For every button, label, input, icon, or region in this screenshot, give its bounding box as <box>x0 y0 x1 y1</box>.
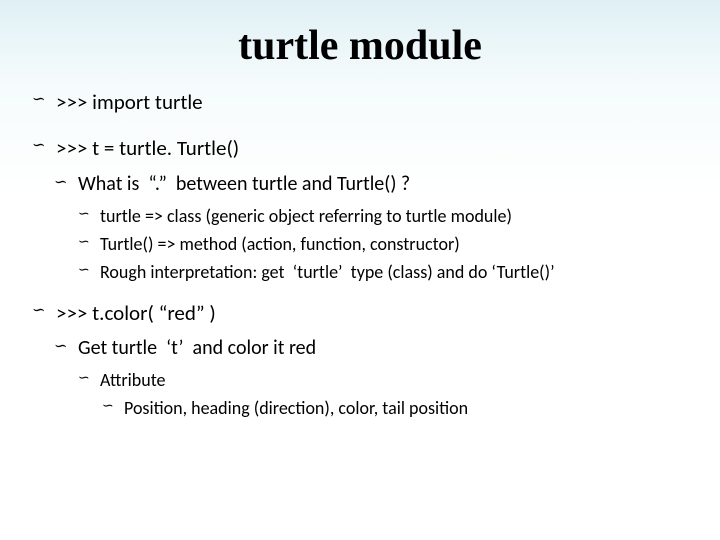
slide-title: turtle module <box>0 0 720 88</box>
bullet-assign: >>> t = turtle. Turtle() <box>32 134 700 162</box>
bullet-method: Turtle() => method (action, function, co… <box>78 232 700 256</box>
bullet-position: Position, heading (direction), color, ta… <box>102 396 700 420</box>
slide-content: >>> import turtle >>> t = turtle. Turtle… <box>0 88 720 421</box>
bullet-import: >>> import turtle <box>32 88 700 116</box>
bullet-color: >>> t.color( “red” ) <box>32 299 700 327</box>
bullet-class: turtle => class (generic object referrin… <box>78 204 700 228</box>
bullet-getturtle: Get turtle ‘t’ and color it red <box>54 335 700 362</box>
bullet-attribute: Attribute <box>78 368 700 392</box>
bullet-interpretation: Rough interpretation: get ‘turtle’ type … <box>78 260 700 284</box>
bullet-whatis: What is “.” between turtle and Turtle() … <box>54 171 700 198</box>
